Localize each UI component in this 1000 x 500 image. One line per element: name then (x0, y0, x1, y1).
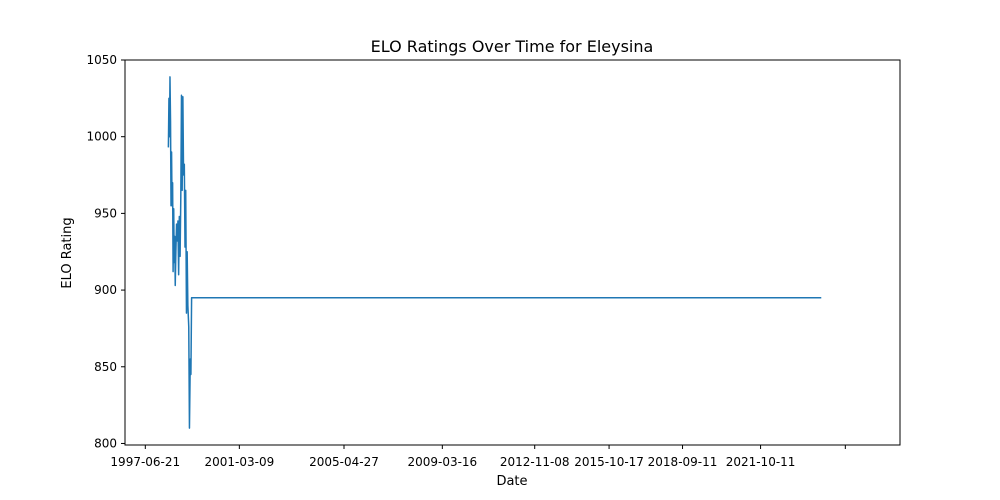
x-tick-label: 1997-06-21 (110, 455, 180, 469)
plot-frame (124, 59, 901, 446)
x-tick-label: 2001-03-09 (204, 455, 274, 469)
x-axis-label: Date (496, 474, 527, 489)
y-axis-ticks: 800 850 900 950 1000 1050 (86, 53, 125, 450)
x-tick-label: 2005-04-27 (309, 455, 379, 469)
x-tick-label: 2015-10-17 (574, 455, 644, 469)
x-tick-label: 2012-11-08 (500, 455, 570, 469)
x-tick-label: 2009-03-16 (407, 455, 477, 469)
x-axis-ticks: 1997-06-21 2001-03-09 2005-04-27 2009-03-16… (110, 445, 846, 469)
y-tick-label: 950 (94, 206, 117, 220)
y-tick-label: 1050 (86, 53, 117, 67)
y-tick-label: 850 (94, 360, 117, 374)
series-line (167, 76, 822, 429)
y-tick-label: 900 (94, 283, 117, 297)
y-axis-label: ELO Rating (60, 217, 75, 288)
x-tick-label: 2018-09-11 (648, 455, 718, 469)
y-tick-label: 1000 (86, 130, 117, 144)
series-layer (167, 76, 822, 429)
x-tick-label: 2021-10-11 (726, 455, 796, 469)
chart-title: ELO Ratings Over Time for Eleysina (371, 37, 654, 56)
y-tick-label: 800 (94, 436, 117, 450)
